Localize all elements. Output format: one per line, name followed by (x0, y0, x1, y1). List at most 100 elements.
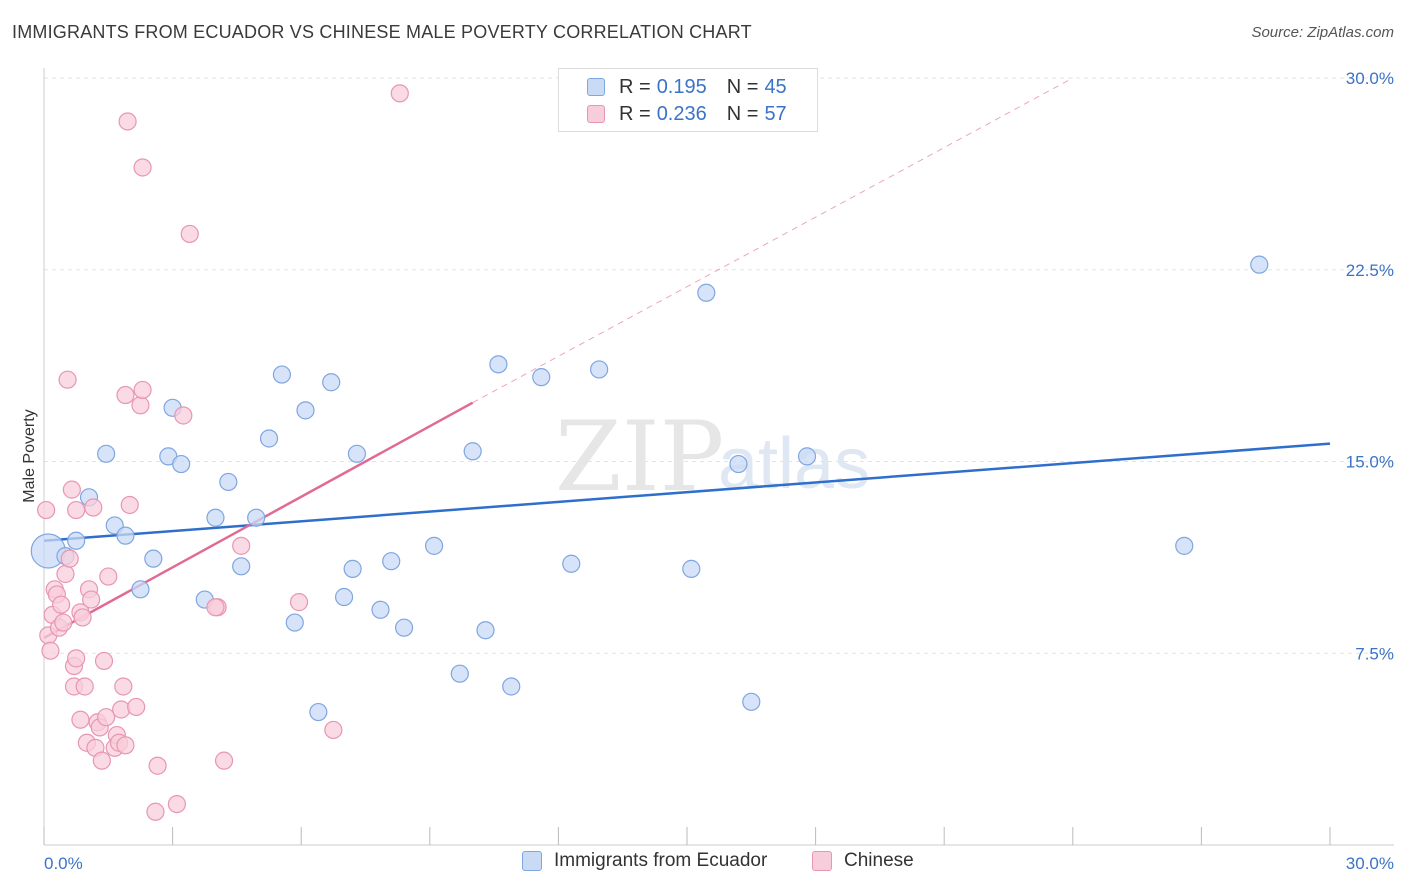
data-point-ecuador-29 (424, 536, 444, 555)
data-point-ecuador-35 (532, 368, 551, 387)
data-point-ecuador-32 (476, 621, 495, 640)
data-point-chinese-15 (67, 649, 86, 668)
data-point-chinese-53 (289, 593, 309, 612)
data-point-chinese-56 (206, 598, 225, 617)
legend-n-label: N = (726, 102, 759, 125)
series-ecuador-points (30, 255, 1269, 722)
data-point-chinese-36 (114, 677, 133, 696)
data-point-ecuador-18 (272, 365, 292, 384)
legend-r-value: 0.236 (656, 102, 707, 125)
data-point-ecuador-24 (347, 444, 367, 463)
y-tick-label-0: 7.5% (1355, 644, 1394, 663)
data-point-chinese-54 (324, 720, 343, 740)
data-point-chinese-18 (71, 710, 90, 729)
x-tick-label-min: 0.0% (44, 854, 83, 873)
bottom-legend-label-chinese: Chinese (844, 850, 914, 871)
trend-lines (43, 77, 1331, 640)
data-point-ecuador-38 (682, 559, 701, 578)
data-point-ecuador-28 (394, 618, 414, 637)
data-point-ecuador-8 (144, 549, 163, 568)
legend-r-label: R = (619, 102, 651, 125)
legend-row-ecuador: R = 0.195 N = 45 (587, 74, 787, 100)
legend-swatch-ecuador (587, 78, 605, 96)
data-point-chinese-51 (214, 751, 234, 770)
bottom-legend-ecuador: Immigrants from Ecuador (522, 850, 767, 872)
data-point-chinese-40 (120, 495, 139, 515)
bottom-legend-label-ecuador: Immigrants from Ecuador (554, 850, 768, 871)
data-point-chinese-2 (41, 641, 60, 660)
y-tick-label-2: 22.5% (1346, 261, 1394, 280)
data-point-chinese-43 (133, 158, 152, 177)
data-point-ecuador-17 (259, 429, 279, 448)
data-point-ecuador-43 (1175, 536, 1194, 555)
legend-n-value: 45 (764, 75, 787, 98)
legend-n-value: 57 (764, 102, 787, 125)
legend-row-chinese: R = 0.236 N = 57 (587, 101, 787, 127)
data-point-chinese-47 (167, 794, 186, 814)
data-point-ecuador-6 (116, 526, 135, 545)
y-tick-label-3: 30.0% (1346, 69, 1394, 88)
data-point-chinese-46 (148, 756, 167, 775)
data-point-chinese-28 (92, 751, 111, 770)
data-point-ecuador-33 (489, 355, 508, 374)
legend-swatch-chinese (587, 105, 605, 123)
x-tick-label-max: 30.0% (1346, 854, 1394, 873)
data-point-ecuador-13 (206, 508, 225, 527)
data-point-ecuador-34 (502, 677, 521, 696)
data-point-ecuador-21 (309, 702, 328, 722)
data-point-chinese-48 (174, 406, 193, 425)
data-point-chinese-16 (67, 500, 86, 520)
data-point-ecuador-26 (371, 600, 390, 619)
data-point-ecuador-27 (382, 552, 401, 571)
data-point-ecuador-42 (797, 447, 817, 466)
data-point-ecuador-31 (463, 442, 482, 461)
legend-n-label: N = (726, 75, 759, 98)
data-point-chinese-7 (52, 595, 71, 614)
data-point-chinese-8 (54, 613, 73, 632)
data-point-chinese-29 (94, 651, 114, 671)
chart-title: IMMIGRANTS FROM ECUADOR VS CHINESE MALE … (12, 22, 752, 42)
bottom-legend-swatch-ecuador (522, 851, 542, 871)
data-point-chinese-44 (133, 380, 152, 400)
data-point-chinese-12 (62, 480, 81, 499)
data-point-ecuador-25 (343, 559, 362, 578)
legend-r-label: R = (619, 75, 651, 98)
bottom-legend: Immigrants from Ecuador Chinese (0, 850, 1406, 880)
data-point-ecuador-11 (172, 454, 191, 474)
data-point-chinese-49 (180, 224, 199, 244)
source-label: Source: ZipAtlas.com (1251, 24, 1394, 41)
data-point-chinese-23 (82, 590, 101, 609)
data-point-chinese-19 (73, 608, 92, 627)
tick-labels: 0.0% 30.0% 7.5% 15.0% 22.5% 30.0% (44, 69, 1394, 873)
data-point-ecuador-2 (67, 531, 86, 550)
data-point-ecuador-22 (322, 373, 341, 392)
data-point-chinese-39 (118, 112, 137, 131)
legend-r-value: 0.195 (656, 75, 707, 98)
data-point-chinese-42 (131, 396, 150, 415)
watermark-zip: ZIP (555, 401, 724, 513)
data-point-ecuador-30 (450, 664, 469, 683)
y-axis-label: Male Poverty (21, 409, 38, 502)
data-point-ecuador-44 (1250, 255, 1269, 274)
data-point-chinese-0 (37, 500, 56, 520)
y-tick-label-1: 15.0% (1346, 453, 1394, 472)
data-point-chinese-10 (58, 370, 77, 389)
bottom-legend-chinese: Chinese (812, 850, 914, 872)
data-point-ecuador-37 (590, 360, 609, 379)
data-point-chinese-35 (112, 700, 131, 719)
data-point-chinese-45 (146, 802, 165, 821)
data-point-chinese-31 (99, 567, 118, 586)
data-point-ecuador-40 (729, 454, 748, 474)
data-point-ecuador-16 (247, 508, 266, 527)
data-point-ecuador-41 (742, 692, 761, 711)
legend: R = 0.195 N = 45 R = 0.236 N = 57 (558, 68, 818, 132)
data-point-chinese-37 (116, 736, 135, 755)
data-point-ecuador-7 (131, 580, 150, 599)
bottom-legend-swatch-chinese (812, 851, 832, 871)
data-point-chinese-38 (116, 385, 135, 405)
data-point-ecuador-15 (232, 557, 251, 576)
data-point-chinese-52 (232, 536, 251, 555)
data-point-chinese-11 (60, 549, 79, 568)
data-point-chinese-30 (97, 708, 116, 727)
